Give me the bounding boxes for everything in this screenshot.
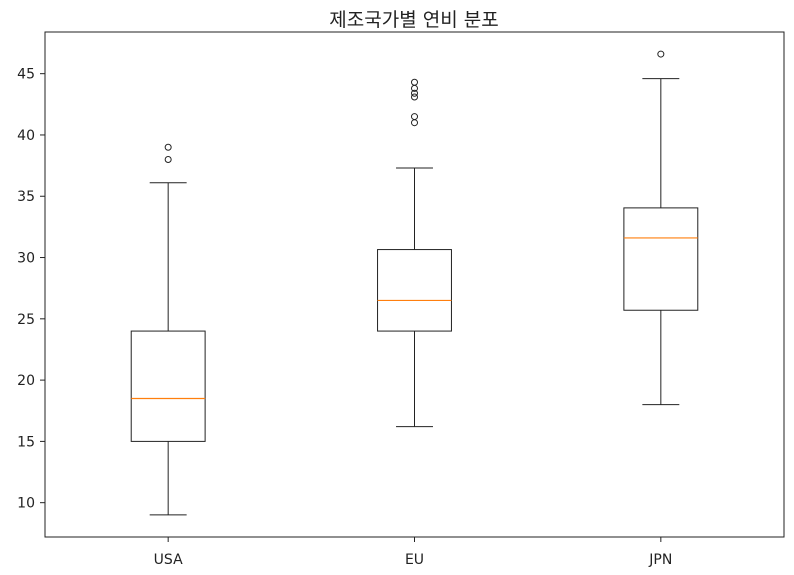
outlier-point <box>657 50 665 58</box>
box-group-jpn <box>623 50 699 406</box>
iqr-box <box>130 330 206 442</box>
y-tick-label: 10 <box>17 496 35 512</box>
outlier-point <box>411 93 418 101</box>
chart-title: 제조국가별 연비 분포 <box>329 9 498 31</box>
outlier-point <box>411 78 418 86</box>
y-tick-label: 40 <box>17 128 35 144</box>
plot-area-frame <box>44 31 785 538</box>
outlier-point <box>411 89 418 97</box>
y-tick-label: 15 <box>17 434 35 450</box>
outlier-point <box>411 113 418 121</box>
box-group-eu <box>377 78 452 428</box>
x-tick-label: EU <box>405 552 424 568</box>
y-axis: 10 15 20 25 30 35 40 45 <box>17 67 45 512</box>
y-tick-label: 20 <box>17 373 35 389</box>
outlier-point <box>164 143 172 151</box>
boxes-layer <box>130 50 699 516</box>
x-axis: USA EU JPN <box>154 537 672 568</box>
y-tick-label: 30 <box>17 251 35 267</box>
iqr-box <box>623 207 699 311</box>
iqr-box <box>377 249 452 332</box>
y-tick-label: 45 <box>17 67 35 83</box>
x-tick-label: USA <box>154 552 183 568</box>
x-tick-label: JPN <box>648 552 672 568</box>
outlier-point <box>411 119 418 127</box>
outlier-point <box>164 155 172 163</box>
box-group-usa <box>130 143 206 516</box>
y-tick-label: 35 <box>17 189 35 205</box>
y-tick-label: 25 <box>17 312 35 328</box>
